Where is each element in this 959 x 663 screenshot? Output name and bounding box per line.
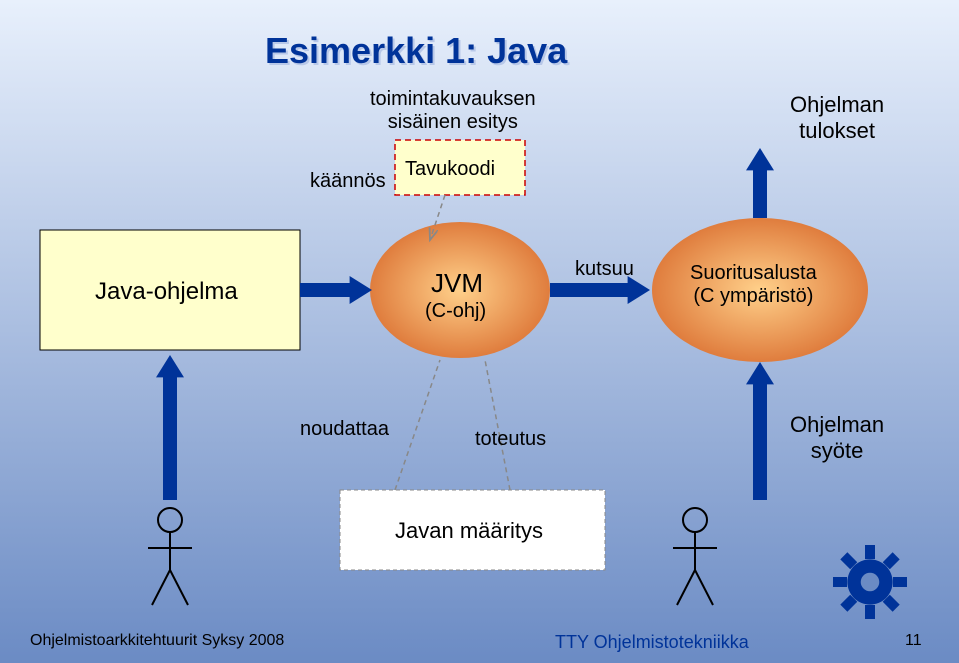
label-java_ohjelma: Java-ohjelma [95,278,238,306]
noudattaa-line [395,360,440,490]
slide: Esimerkki 1: Java käännös toimintakuvauks… [0,0,959,663]
java-to-jvm [300,276,372,304]
label-kutsuu: kutsuu [575,258,634,281]
label-suoritusalusta: Suoritusalusta (C ympäristö) [690,262,817,308]
actor-left [148,508,192,605]
footer-left: Ohjelmistoarkkitehtuurit Syksy 2008 [30,632,284,650]
actor-right [673,508,717,605]
label-kaannos: käännös [310,170,386,193]
syote-up [746,362,774,500]
toteutus-line [485,360,510,490]
label-jvm: JVM [431,268,483,299]
label-tavukoodi: Tavukoodi [405,158,495,181]
tulokset-up [746,148,774,218]
label-cohj: (C-ohj) [425,300,486,323]
gear-logo-icon [833,545,907,619]
footer-page-number: 11 [905,632,922,650]
actor1-up [156,355,184,500]
label-toimintakuvaus: toimintakuvauksen sisäinen esitys [370,88,536,134]
footer-right: TTY Ohjelmistotekniikka [555,632,749,653]
label-noudattaa: noudattaa [300,418,389,441]
slide-title: Esimerkki 1: Java [265,30,567,72]
label-ohjelman_tulokset: Ohjelman tulokset [790,92,884,144]
label-toteutus: toteutus [475,428,546,451]
tavukoodi-to-jvm [430,195,445,240]
label-javan_maaritys: Javan määritys [395,518,543,544]
label-ohjelman_syote: Ohjelman syöte [790,412,884,464]
